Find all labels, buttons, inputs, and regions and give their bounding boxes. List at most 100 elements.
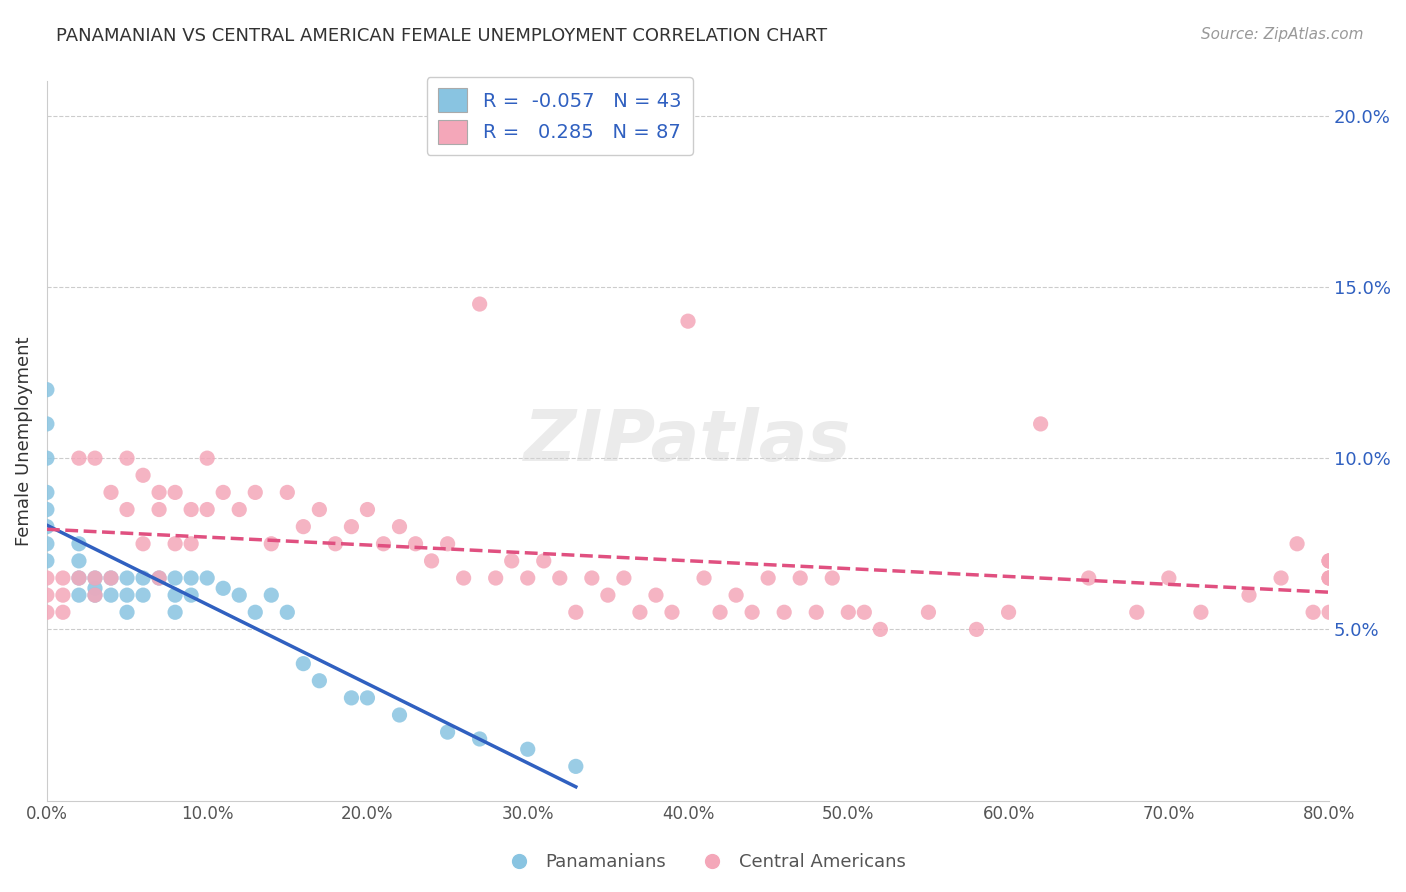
Point: [405, 537, 427, 551]
Point: [180, 571, 202, 585]
Point: [260, 537, 283, 551]
Point: [789, 571, 811, 585]
Point: [388, 708, 411, 723]
Point: [308, 673, 330, 688]
Point: [67, 537, 90, 551]
Point: [84, 588, 107, 602]
Point: [165, 571, 187, 585]
Text: Source: ZipAtlas.com: Source: ZipAtlas.com: [1201, 27, 1364, 42]
Point: [661, 605, 683, 619]
Point: [1317, 605, 1340, 619]
Point: [1126, 605, 1149, 619]
Point: [1317, 571, 1340, 585]
Point: [741, 605, 763, 619]
Point: [84, 588, 107, 602]
Point: [67, 588, 90, 602]
Point: [212, 582, 235, 596]
Point: [35, 383, 58, 397]
Point: [115, 451, 138, 466]
Point: [1077, 571, 1099, 585]
Point: [1317, 554, 1340, 568]
Point: [35, 571, 58, 585]
Point: [67, 571, 90, 585]
Point: [340, 519, 363, 533]
Point: [356, 502, 378, 516]
Point: [115, 605, 138, 619]
Point: [325, 537, 347, 551]
Point: [165, 588, 187, 602]
Point: [165, 605, 187, 619]
Point: [228, 588, 250, 602]
Point: [1302, 605, 1324, 619]
Point: [100, 485, 122, 500]
Point: [132, 468, 155, 483]
Point: [67, 571, 90, 585]
Point: [501, 554, 523, 568]
Point: [869, 623, 891, 637]
Point: [148, 571, 170, 585]
Point: [84, 571, 107, 585]
Point: [645, 588, 668, 602]
Point: [100, 588, 122, 602]
Point: [1189, 605, 1212, 619]
Point: [180, 537, 202, 551]
Point: [35, 554, 58, 568]
Point: [436, 725, 458, 739]
Point: [52, 571, 75, 585]
Point: [1317, 571, 1340, 585]
Point: [693, 571, 716, 585]
Point: [132, 588, 155, 602]
Point: [613, 571, 636, 585]
Point: [596, 588, 619, 602]
Point: [709, 605, 731, 619]
Point: [917, 605, 939, 619]
Point: [1317, 571, 1340, 585]
Point: [436, 537, 458, 551]
Point: [1286, 537, 1309, 551]
Point: [997, 605, 1019, 619]
Point: [388, 519, 411, 533]
Point: [165, 485, 187, 500]
Point: [420, 554, 443, 568]
Point: [195, 502, 218, 516]
Point: [35, 588, 58, 602]
Point: [1270, 571, 1292, 585]
Point: [52, 588, 75, 602]
Point: [806, 605, 828, 619]
Point: [35, 605, 58, 619]
Point: [180, 502, 202, 516]
Y-axis label: Female Unemployment: Female Unemployment: [15, 336, 32, 546]
Point: [35, 417, 58, 431]
Point: [260, 588, 283, 602]
Legend: Panamanians, Central Americans: Panamanians, Central Americans: [494, 847, 912, 879]
Point: [292, 519, 315, 533]
Point: [581, 571, 603, 585]
Point: [84, 582, 107, 596]
Point: [453, 571, 475, 585]
Point: [516, 742, 538, 756]
Point: [373, 537, 395, 551]
Point: [67, 451, 90, 466]
Point: [565, 605, 588, 619]
Point: [35, 485, 58, 500]
Point: [837, 605, 859, 619]
Point: [100, 571, 122, 585]
Point: [84, 451, 107, 466]
Point: [1317, 554, 1340, 568]
Point: [165, 537, 187, 551]
Point: [195, 451, 218, 466]
Point: [292, 657, 315, 671]
Point: [548, 571, 571, 585]
Point: [148, 502, 170, 516]
Point: [52, 605, 75, 619]
Point: [35, 519, 58, 533]
Point: [628, 605, 651, 619]
Text: PANAMANIAN VS CENTRAL AMERICAN FEMALE UNEMPLOYMENT CORRELATION CHART: PANAMANIAN VS CENTRAL AMERICAN FEMALE UN…: [56, 27, 827, 45]
Point: [180, 588, 202, 602]
Point: [773, 605, 796, 619]
Point: [115, 571, 138, 585]
Point: [212, 485, 235, 500]
Point: [308, 502, 330, 516]
Point: [468, 731, 491, 746]
Point: [132, 537, 155, 551]
